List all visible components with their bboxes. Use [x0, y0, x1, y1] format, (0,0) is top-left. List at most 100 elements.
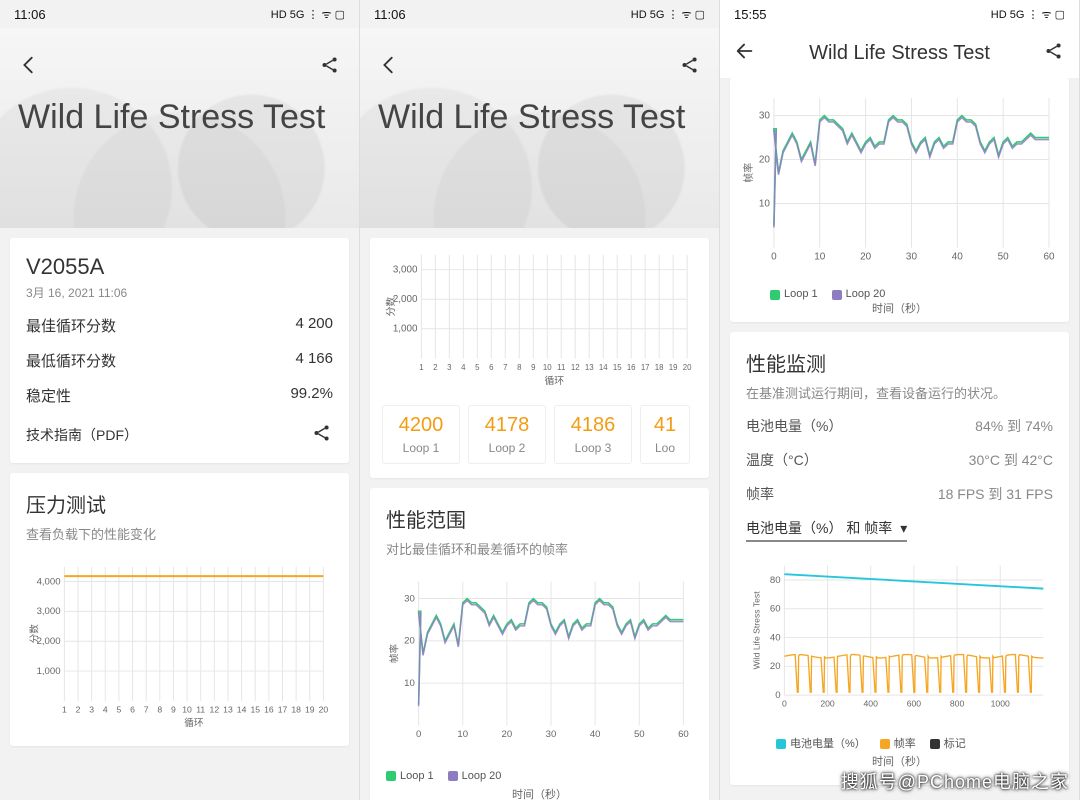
watermark: 搜狐号@PChome电脑之家 — [841, 768, 1069, 794]
screen-3: 15:55 HD 5G ⋮ ᯤ ▢ Wild Life Stress Test … — [720, 0, 1080, 800]
status-icons: HD 5G ⋮ ᯤ ▢ — [271, 7, 345, 22]
device-date: 3月 16, 2021 11:06 — [26, 284, 333, 301]
svg-text:60: 60 — [678, 729, 689, 740]
svg-text:循环: 循环 — [544, 374, 564, 387]
svg-text:1000: 1000 — [991, 699, 1010, 709]
tech-guide-link[interactable]: 技术指南（PDF） — [26, 425, 138, 445]
svg-text:0: 0 — [775, 690, 780, 701]
svg-text:30: 30 — [759, 111, 771, 122]
svg-text:3: 3 — [89, 704, 94, 714]
loop-box[interactable]: 41Loo — [640, 405, 690, 464]
svg-text:20: 20 — [770, 662, 781, 673]
metric-dropdown[interactable]: 电池电量（%） 和 帧率 ▾ — [746, 518, 907, 542]
page-title: Wild Life Stress Test — [809, 42, 990, 65]
section-title: 压力测试 — [26, 489, 333, 518]
section-subtitle: 查看负载下的性能变化 — [26, 524, 333, 543]
svg-text:5: 5 — [475, 363, 480, 372]
clock: 15:55 — [734, 7, 767, 22]
screen-1: 11:06 HD 5G ⋮ ᯤ ▢ Wild Life Stress Test … — [0, 0, 360, 800]
svg-text:11: 11 — [557, 363, 565, 372]
svg-text:13: 13 — [585, 363, 594, 372]
clock: 11:06 — [14, 7, 46, 22]
loop-box[interactable]: 4186Loop 3 — [554, 405, 632, 464]
back-icon[interactable] — [18, 54, 40, 81]
clock: 11:06 — [374, 7, 406, 22]
svg-text:20: 20 — [759, 155, 771, 166]
svg-text:7: 7 — [144, 704, 149, 714]
stress-card: 压力测试 查看负载下的性能变化 1,0002,0003,0004,0001234… — [10, 473, 349, 746]
section-title: 性能监测 — [746, 348, 1053, 377]
svg-text:13: 13 — [223, 704, 233, 714]
svg-text:200: 200 — [820, 699, 835, 709]
svg-text:40: 40 — [590, 729, 601, 740]
svg-text:19: 19 — [669, 363, 678, 372]
svg-text:60: 60 — [770, 604, 781, 615]
page-title: Wild Life Stress Test — [378, 98, 701, 137]
svg-text:4,000: 4,000 — [37, 576, 61, 587]
svg-text:40: 40 — [952, 251, 964, 262]
svg-text:9: 9 — [531, 363, 535, 372]
svg-text:600: 600 — [907, 699, 922, 709]
kv-row: 最低循环分数4 166 — [26, 350, 333, 371]
svg-text:0: 0 — [771, 251, 777, 262]
svg-text:20: 20 — [319, 704, 329, 714]
battery-fps-chart: 02040608002004006008001000Wild Life Stre… — [746, 556, 1053, 729]
device-card: V2055A 3月 16, 2021 11:06 最佳循环分数4 200 最低循… — [10, 238, 349, 463]
svg-text:6: 6 — [130, 704, 135, 714]
svg-text:Wild Life Stress Test: Wild Life Stress Test — [751, 591, 761, 670]
chevron-down-icon: ▾ — [900, 520, 907, 537]
share-icon[interactable] — [679, 54, 701, 81]
perf-card: 性能监测 在基准测试运行期间，查看设备运行的状况。 电池电量（%）84% 到 7… — [730, 332, 1069, 785]
svg-text:8: 8 — [157, 704, 162, 714]
svg-text:20: 20 — [860, 251, 872, 262]
top-chart-card: 1020300102030405060帧率 Loop 1 Loop 20 时间（… — [730, 78, 1069, 322]
x-axis-label: 时间（秒） — [740, 300, 1059, 316]
svg-text:20: 20 — [502, 729, 513, 740]
status-bar: 11:06 HD 5G ⋮ ᯤ ▢ — [0, 0, 359, 28]
loop-box[interactable]: 4200Loop 1 — [382, 405, 460, 464]
svg-text:帧率: 帧率 — [742, 163, 755, 183]
svg-text:17: 17 — [278, 704, 288, 714]
svg-text:4: 4 — [103, 704, 108, 714]
loops-card: 1,0002,0003,0001234567891011121314151617… — [370, 238, 709, 478]
status-icons: HD 5G ⋮ ᯤ ▢ — [991, 7, 1065, 22]
svg-text:分数: 分数 — [384, 297, 397, 317]
chart-legend: Loop 1 Loop 20 — [386, 770, 693, 782]
status-bar: 15:55 HD 5G ⋮ ᯤ ▢ — [720, 0, 1079, 28]
svg-text:10: 10 — [543, 363, 552, 372]
svg-text:19: 19 — [305, 704, 315, 714]
share-icon[interactable] — [319, 54, 341, 81]
loop-box[interactable]: 4178Loop 2 — [468, 405, 546, 464]
back-icon[interactable] — [378, 54, 400, 81]
range-card: 性能范围 对比最佳循环和最差循环的帧率 1020300102030405060帧… — [370, 488, 709, 800]
status-icons: HD 5G ⋮ ᯤ ▢ — [631, 7, 705, 22]
svg-text:17: 17 — [641, 363, 650, 372]
svg-text:14: 14 — [599, 363, 608, 372]
section-subtitle: 对比最佳循环和最差循环的帧率 — [386, 539, 693, 558]
share-icon[interactable] — [1043, 40, 1065, 67]
hero-header: Wild Life Stress Test — [0, 28, 359, 228]
chart-legend: Loop 1 Loop 20 — [740, 288, 1059, 300]
svg-text:10: 10 — [457, 729, 468, 740]
svg-text:5: 5 — [117, 704, 122, 714]
x-axis-label: 时间（秒） — [746, 753, 1053, 769]
svg-text:12: 12 — [571, 363, 580, 372]
svg-text:20: 20 — [404, 636, 415, 647]
hero-header: Wild Life Stress Test — [360, 28, 719, 228]
svg-text:50: 50 — [634, 729, 645, 740]
svg-text:20: 20 — [683, 363, 692, 372]
svg-text:1,000: 1,000 — [393, 324, 418, 335]
share-icon[interactable] — [311, 422, 333, 447]
svg-text:3: 3 — [447, 363, 452, 372]
svg-text:9: 9 — [171, 704, 176, 714]
score-chart: 1,0002,0003,0004,00012345678910111213141… — [26, 557, 333, 730]
app-bar: Wild Life Stress Test — [720, 28, 1079, 78]
kv-row: 帧率18 FPS 到 31 FPS — [746, 484, 1053, 504]
fps-chart: 1020300102030405060帧率 — [740, 88, 1059, 277]
svg-text:1: 1 — [62, 704, 67, 714]
svg-text:2: 2 — [433, 363, 437, 372]
screen-2: 11:06 HD 5G ⋮ ᯤ ▢ Wild Life Stress Test … — [360, 0, 720, 800]
back-icon[interactable] — [734, 40, 756, 67]
chart-legend: 电池电量（%） 帧率 标记 — [746, 735, 1053, 751]
svg-text:10: 10 — [759, 199, 771, 210]
